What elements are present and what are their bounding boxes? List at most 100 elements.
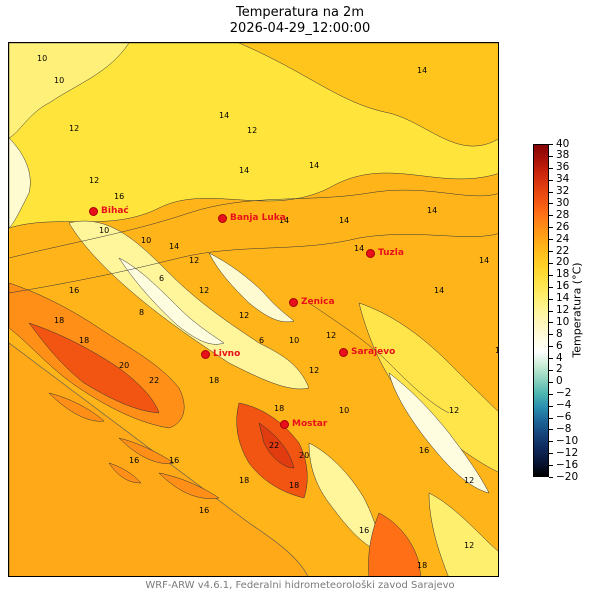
contour-label: 12 [449,406,459,415]
colorbar-tick-label: 12 [556,304,570,316]
colorbar-tick-mark [549,227,553,229]
contour-label: 22 [149,376,159,385]
colorbar-tick-label: 26 [556,220,570,233]
colorbar-tick-mark [549,191,553,193]
contour-label: 18 [54,316,64,325]
colorbar-tick-label: −16 [556,458,579,471]
contour-label: 18 [289,481,299,490]
colorbar-tick-mark [549,286,553,288]
contour-label: 12 [326,331,336,340]
contour-label: 10 [141,236,151,245]
colorbar-tick-label: −2 [556,387,572,400]
contour-label: 14 [279,216,289,225]
contour-label: 10 [289,336,299,345]
colorbar-tick-mark [549,477,553,478]
contour-label: 16 [359,526,369,535]
contour-label: 16 [69,286,79,295]
colorbar-tick-mark [549,393,553,395]
colorbar-tick-mark [549,441,553,443]
city-label: Zenica [301,297,335,307]
contour-label: 10 [37,54,47,63]
colorbar-tick-mark [549,298,553,300]
contour-label: 14 [309,161,319,170]
map-datetime: 2026-04-29_12:00:00 [229,21,371,36]
colorbar-tick-label: 18 [556,268,570,281]
colorbar-tick-mark [549,215,553,217]
contour-label: 14 [239,166,249,175]
contour-label: 14 [495,346,499,355]
temperature-map: 10 10 12 12 16 10 10 14 12 14 14 12 14 14 14 14 14 14 14 14… [8,42,499,577]
city-marker-bihac[interactable]: Bihać [89,206,129,216]
colorbar-tick-mark [549,274,553,276]
colorbar-tick-mark [549,405,553,407]
city-marker-livno[interactable]: Livno [201,349,240,359]
city-label: Bihać [101,206,129,216]
colorbar-tick-mark [549,358,553,360]
colorbar-tick-mark [549,465,553,467]
colorbar-tick-mark [549,322,553,324]
contour-label: 14 [169,242,179,251]
temperature-field: 10 10 12 12 16 10 10 14 12 14 14 12 14 14 14 14 14 14 14 14… [9,43,499,576]
colorbar-tick-mark [549,144,553,145]
temperature-colorbar [533,144,549,477]
colorbar-tick-mark [549,167,553,169]
contour-label: 18 [79,336,89,345]
colorbar-tick-mark [549,429,553,431]
contour-label: 12 [464,476,474,485]
city-marker-zenica[interactable]: Zenica [289,297,335,307]
city-marker-sarajevo[interactable]: Sarajevo [339,347,395,357]
colorbar-tick-mark [549,369,553,371]
city-marker-banja-luka[interactable]: Banja Luka [218,213,286,223]
colorbar-tick-mark [549,381,553,383]
contour-label: 12 [247,126,257,135]
model-credit: WRF-ARW v4.6.1, Federalni hidrometeorolo… [145,580,455,591]
colorbar-tick-label: 38 [556,149,570,162]
city-marker-mostar[interactable]: Mostar [280,419,327,429]
contour-label: 14 [427,206,437,215]
contour-label: 12 [464,541,474,550]
colorbar-tick-mark [549,251,553,253]
colorbar-label: Temperatura (°C) [570,262,584,358]
city-label: Banja Luka [230,213,286,223]
city-label: Tuzla [378,248,404,258]
contour-label: 14 [219,111,229,120]
contour-label: 14 [434,286,444,295]
colorbar-tick-label: −6 [556,411,572,424]
contour-label: 8 [139,308,144,317]
city-marker-tuzla[interactable]: Tuzla [366,248,404,258]
colorbar-tick-label: −10 [556,434,579,447]
city-label: Sarajevo [351,347,396,357]
colorbar-tick-label: 8 [556,327,563,340]
colorbar-tick-label: −12 [556,446,579,459]
colorbar-tick-mark [549,203,553,205]
contour-label: 14 [479,256,489,265]
contour-label: 10 [99,226,109,235]
colorbar-tick-label: −20 [556,470,579,483]
city-dot [339,347,348,357]
colorbar-tick-mark [549,334,553,336]
colorbar-tick-mark [549,417,553,419]
colorbar-tick-label: 2 [556,363,563,376]
city-dot [218,213,227,223]
map-title: Temperatura na 2m [235,5,364,20]
contour-label: 18 [417,561,427,570]
contour-label: 20 [299,451,309,460]
colorbar-tick-label: 24 [556,232,570,245]
city-dot [366,248,375,258]
city-dot [289,297,298,307]
contour-label: 6 [159,274,164,283]
colorbar-tick-label: −8 [556,422,572,435]
contour-label: 12 [239,311,249,320]
contour-label: 22 [269,441,279,450]
colorbar-tick-mark [549,346,553,348]
colorbar-tick-label: 0 [556,375,563,388]
colorbar-tick-label: 32 [556,185,570,198]
contour-label: 10 [339,406,349,415]
colorbar-tick-label: 22 [556,244,570,257]
colorbar-tick-label: 36 [556,161,570,174]
contour-label: 12 [69,124,79,133]
contour-label: 18 [209,376,219,385]
colorbar-tick-mark [549,262,553,264]
colorbar-tick-label: 20 [556,256,570,269]
colorbar-tick-label: 6 [556,339,563,352]
